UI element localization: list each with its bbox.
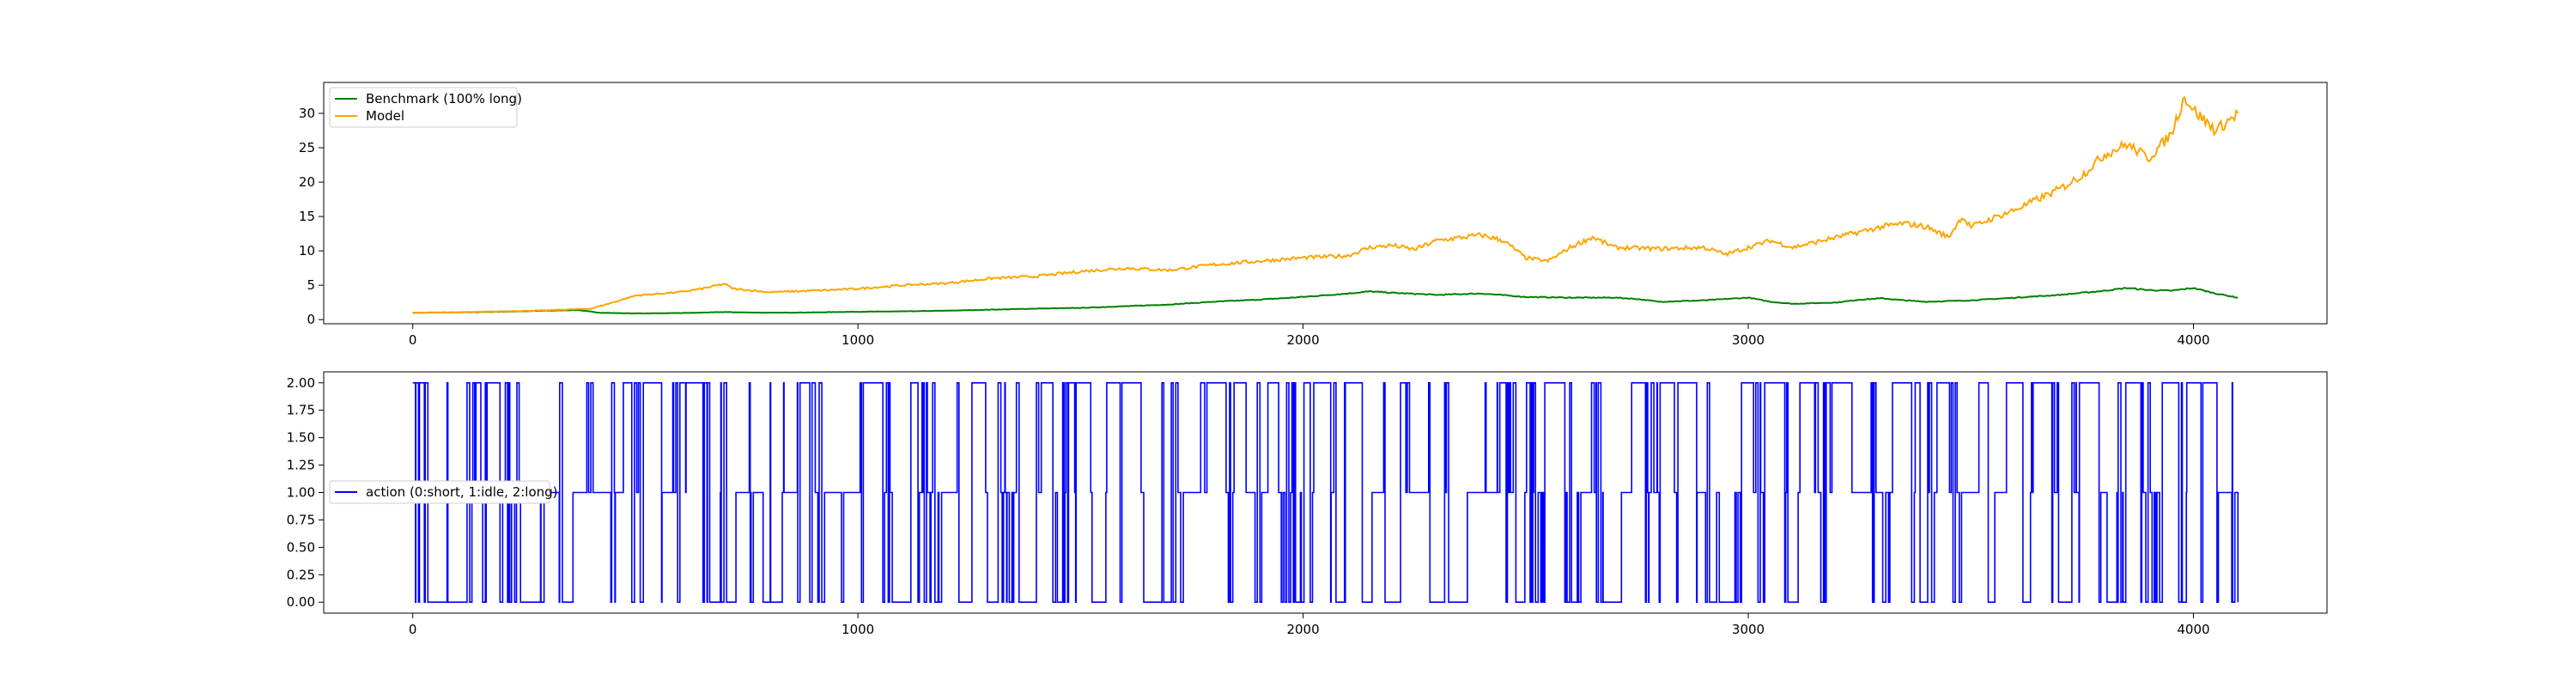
x-tick-label: 3000: [1732, 622, 1765, 637]
y-tick-label: 20: [299, 174, 315, 190]
y-tick-label: 5: [307, 277, 315, 293]
x-tick-label: 0: [409, 622, 417, 637]
axes-frame: [323, 82, 2328, 325]
x-tick-label: 0: [409, 332, 417, 348]
y-tick-label: 0.50: [287, 539, 315, 555]
y-tick-label: 1.25: [287, 458, 315, 473]
legend-label-benchmark: Benchmark (100% long): [366, 91, 522, 106]
y-tick-label: 0.25: [287, 567, 315, 582]
x-tick-label: 1000: [841, 622, 874, 637]
y-tick-label: 30: [299, 106, 315, 121]
x-tick-label: 3000: [1732, 332, 1765, 348]
y-tick-label: 0: [307, 312, 315, 327]
x-tick-label: 2000: [1286, 622, 1319, 637]
y-tick-label: 0.00: [287, 594, 315, 610]
series-line-action: [412, 382, 2239, 603]
y-tick-label: 10: [299, 243, 315, 258]
y-tick-label: 1.75: [287, 403, 315, 418]
legend: action (0:short, 1:idle, 2:long): [329, 480, 558, 504]
x-tick-label: 2000: [1286, 332, 1319, 348]
y-tick-label: 1.50: [287, 430, 315, 446]
x-tick-label: 4000: [2177, 332, 2209, 348]
legend: Benchmark (100% long) Model: [329, 87, 522, 128]
x-tick-label: 4000: [2177, 622, 2209, 637]
y-tick-label: 0.75: [287, 512, 315, 527]
chart-actions: 0 1000 2000 3000 4000 0.00 0.25 0.50 0.75 1.00 1.…: [287, 371, 2328, 637]
y-tick-label: 1.00: [287, 485, 315, 501]
legend-label-action: action (0:short, 1:idle, 2:long): [366, 484, 558, 500]
x-tick-label: 1000: [841, 332, 874, 348]
axes-frame: [323, 371, 2328, 614]
legend-box: [329, 87, 518, 128]
legend-label-model: Model: [366, 108, 404, 124]
y-tick-label: 15: [299, 209, 315, 224]
series-line-model: [412, 95, 2239, 314]
chart-portfolio-value: 0 1000 2000 3000 4000 0 5 10 15 20 25 30 Benchmark…: [299, 82, 2328, 348]
y-tick-label: 2.00: [287, 375, 315, 391]
legend-box: [329, 480, 550, 504]
series-line-benchmark: [412, 287, 2239, 315]
y-tick-label: 25: [299, 140, 315, 155]
